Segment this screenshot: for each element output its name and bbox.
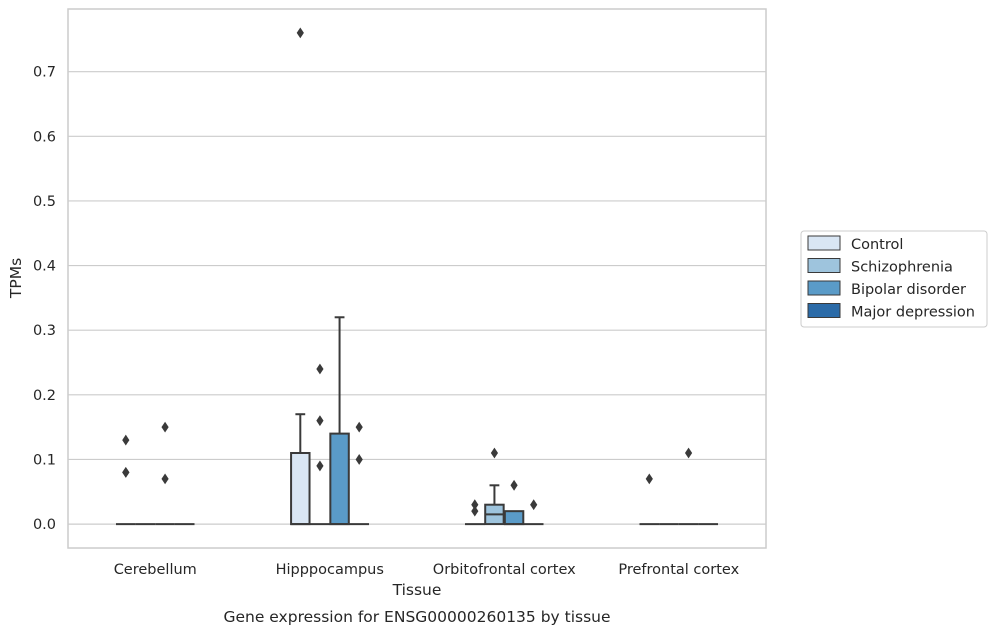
box-body	[290, 451, 311, 526]
outlier-point	[355, 454, 363, 465]
box	[290, 413, 311, 526]
outlier-point	[122, 466, 130, 478]
plot-frame	[67, 8, 767, 549]
y-tick-label: 0.7	[33, 65, 56, 81]
x-tick-labels: Cerebellum Hipppocampus Orbitofrontal cort…	[114, 562, 740, 578]
chart-caption: Gene expression for ENSG00000260135 by t…	[223, 608, 610, 626]
y-tick-label: 0.4	[33, 259, 56, 275]
gridlines	[68, 71, 766, 525]
y-tick-label: 0.1	[33, 452, 56, 468]
x-tick-label: Orbitofrontal cortex	[433, 562, 576, 578]
legend-entry: Bipolar disorder	[851, 282, 966, 298]
y-tick-labels: 0.0 0.1 0.2 0.3 0.4 0.5 0.6 0.7	[33, 65, 56, 533]
y-tick-label: 0.0	[33, 517, 56, 533]
outliers	[122, 27, 693, 517]
y-axis-label: TPMs	[7, 258, 25, 299]
legend-entry: Major depression	[851, 305, 975, 321]
outlier-point	[316, 460, 324, 472]
box-body	[329, 432, 350, 526]
legend-swatch	[807, 303, 841, 318]
x-axis-label: Tissue	[392, 581, 442, 599]
legend: Control Schizophrenia Bipolar disorder Majo…	[800, 230, 988, 328]
x-tick-label: Hipppocampus	[276, 562, 384, 578]
outlier-point	[510, 479, 518, 491]
outlier-point	[316, 363, 324, 375]
outlier-point	[296, 27, 304, 39]
y-tick-label: 0.6	[33, 129, 56, 145]
outlier-point	[471, 499, 479, 511]
outlier-point	[530, 499, 538, 511]
box	[484, 484, 505, 526]
outlier-point	[316, 415, 324, 427]
boxes	[115, 316, 719, 526]
box	[329, 316, 350, 526]
x-tick-label: Cerebellum	[114, 562, 197, 578]
x-tick-label: Prefrontal cortex	[618, 562, 739, 578]
y-tick-label: 0.5	[33, 194, 56, 210]
outlier-point	[355, 421, 363, 433]
outlier-point	[161, 473, 169, 485]
outlier-point	[161, 421, 169, 433]
legend-entry: Schizophrenia	[851, 260, 953, 276]
box	[503, 510, 525, 526]
y-tick-label: 0.3	[33, 323, 56, 339]
outlier-point	[645, 473, 653, 485]
legend-frame	[800, 230, 988, 328]
plot-area	[68, 9, 766, 548]
outlier-point	[471, 505, 479, 517]
outlier-point	[490, 447, 499, 459]
legend-swatch	[807, 280, 841, 296]
legend-entry: Control	[851, 237, 903, 253]
legend-swatch	[807, 235, 841, 251]
outlier-point	[122, 434, 130, 446]
legend-swatch	[807, 258, 841, 273]
outlier-point	[684, 447, 693, 459]
box-body	[503, 510, 525, 526]
y-tick-label: 0.2	[33, 388, 56, 404]
